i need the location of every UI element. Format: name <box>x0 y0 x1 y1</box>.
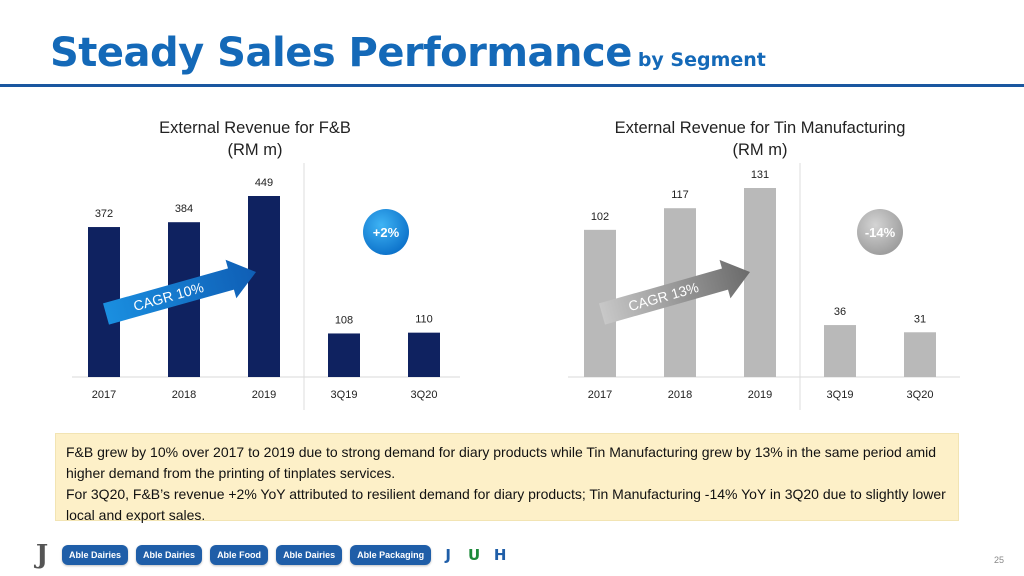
fnb-yoy-badge <box>363 209 409 255</box>
tin-tick-label-2019: 2019 <box>748 389 772 401</box>
fnb-yoy-badge-label: +2% <box>373 225 400 240</box>
commentary-line-1: F&B grew by 10% over 2017 to 2019 due to… <box>66 444 937 481</box>
fnb-tick-label-2018: 2018 <box>172 389 196 401</box>
fnb-cagr-arrow-shape <box>103 259 256 325</box>
fnb-tick-label-3Q19: 3Q19 <box>331 389 358 401</box>
mini-logo-h: H <box>493 546 507 564</box>
tin-bar-3Q19 <box>824 325 856 377</box>
tin-chart-title: External Revenue for Tin Manufacturing (… <box>590 117 930 161</box>
fnb-bar-3Q20 <box>408 332 440 377</box>
footer-logos: J Able Dairies Able Dairies Able Food Ab… <box>30 540 509 570</box>
tin-yoy-badge-label: -14% <box>865 225 896 240</box>
tin-tick-label-2017: 2017 <box>588 389 612 401</box>
fnb-bar-2019 <box>248 196 280 377</box>
title-underline <box>0 84 1024 87</box>
fnb-tick-label-3Q20: 3Q20 <box>411 389 438 401</box>
fnb-bar-3Q19 <box>328 333 360 377</box>
commentary-line-2: For 3Q20, F&B’s revenue +2% YoY attribut… <box>66 486 946 523</box>
company-logo: J <box>35 540 49 570</box>
fnb-value-label-3Q19: 108 <box>335 314 353 326</box>
brand-able-dairies-medico-logo: Able Dairies <box>136 545 203 565</box>
tin-bar-2019 <box>744 188 776 377</box>
tin-tick-label-3Q19: 3Q19 <box>827 389 854 401</box>
tin-yoy-badge <box>857 209 903 255</box>
brand-able-dairies-logo: Able Dairies <box>62 545 129 565</box>
fnb-value-label-2019: 449 <box>255 177 273 189</box>
mini-logo-j: J <box>445 546 451 564</box>
tin-value-label-2017: 102 <box>591 211 609 223</box>
brand-able-food-logo: Able Food <box>210 545 269 565</box>
tin-value-label-3Q19: 36 <box>834 306 846 318</box>
page-subtitle: by Segment <box>637 49 766 71</box>
tin-tick-label-2018: 2018 <box>668 389 692 401</box>
fnb-value-label-2017: 372 <box>95 208 113 220</box>
page-title-block: Steady Sales Performance by Segment <box>50 30 766 76</box>
fnb-chart: 3722017384201844920191083Q191103Q20CAGR … <box>72 163 460 410</box>
tin-chart-title-text: External Revenue for Tin Manufacturing <box>614 119 906 137</box>
fnb-chart-title: External Revenue for F&B (RM m) <box>130 117 380 161</box>
fnb-chart-unit: (RM m) <box>227 141 283 159</box>
fnb-tick-label-2017: 2017 <box>92 389 116 401</box>
tin-bar-3Q20 <box>904 332 936 377</box>
tin-value-label-2018: 117 <box>671 189 689 201</box>
fnb-chart-title-text: External Revenue for F&B <box>159 119 351 137</box>
commentary-box: F&B grew by 10% over 2017 to 2019 due to… <box>55 433 959 523</box>
tin-chart-unit: (RM m) <box>732 141 788 159</box>
mini-logo-u: U <box>468 546 481 564</box>
page-number: 25 <box>993 555 1004 565</box>
brand-able-dairies-marketing-logo: Able Dairies <box>276 545 343 565</box>
page-title: Steady Sales Performance <box>50 30 632 76</box>
brand-able-packaging-logo: Able Packaging <box>350 545 432 565</box>
fnb-tick-label-2019: 2019 <box>252 389 276 401</box>
tin-cagr-arrow-shape <box>598 259 750 325</box>
fnb-value-label-3Q20: 110 <box>415 314 433 326</box>
tin-value-label-3Q20: 31 <box>914 313 926 325</box>
tin-tick-label-3Q20: 3Q20 <box>907 389 934 401</box>
tin-value-label-2019: 131 <box>751 169 769 181</box>
fnb-value-label-2018: 384 <box>175 203 193 215</box>
